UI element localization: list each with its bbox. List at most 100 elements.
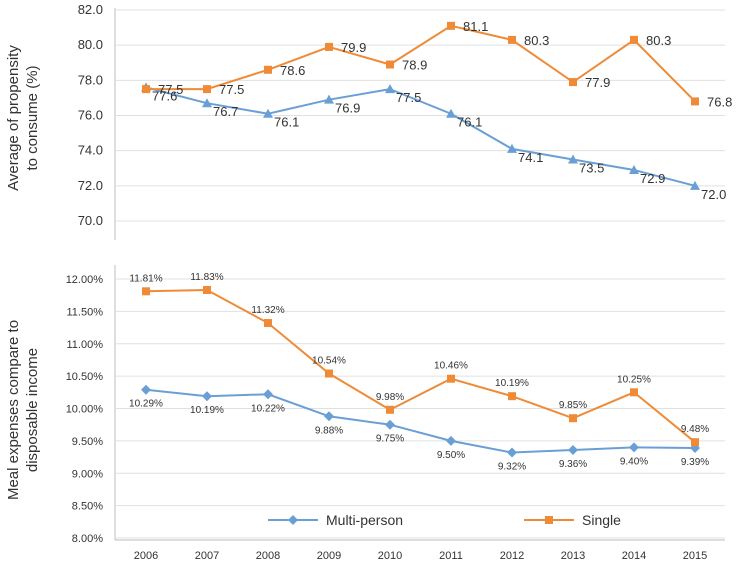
y-tick-label: 12.00% [66,274,104,286]
data-label-single: 9.85% [559,400,587,411]
data-label-single: 11.83% [190,272,223,283]
x-tick-label: 2011 [439,550,463,562]
data-point-single [142,287,150,296]
x-tick-label: 2010 [378,550,402,562]
legend-item-single[interactable]: Single [524,512,621,528]
data-label-multi-person: 76.1 [274,115,299,130]
data-point-multi-person [202,98,212,108]
series-line-multi-person [145,86,696,187]
data-label-multi-person: 9.36% [559,459,587,470]
data-label-multi-person: 72.9 [640,171,665,186]
data-point-single [447,21,455,30]
legend: Multi-person Single [268,512,621,528]
series-line-multi-person [145,388,696,454]
x-tick-label: 2008 [256,550,280,562]
legend-multi-person-marker [288,515,298,525]
data-point-multi-person [507,447,517,458]
y-tick-label: 10.50% [66,371,104,383]
data-point-multi-person [202,391,212,402]
data-point-single [203,286,211,295]
data-point-single [264,65,272,74]
data-point-multi-person [507,143,517,153]
x-tick-label: 2006 [134,550,158,562]
data-point-single [508,35,516,44]
data-point-multi-person [568,154,578,164]
data-point-single [203,85,211,94]
data-point-single [264,319,272,328]
data-label-multi-person: 10.29% [129,399,163,410]
data-label-multi-person: 9.50% [437,450,465,461]
data-label-multi-person: 76.7 [213,104,238,119]
bottom-chart-frame [114,265,725,541]
data-point-multi-person [263,389,273,400]
x-tick-label: 2014 [622,550,646,562]
data-label-multi-person: 9.32% [498,462,526,473]
y-tick-label: 76.0 [78,108,103,123]
data-point-multi-person [690,180,700,190]
data-point-multi-person [324,94,334,104]
data-label-single: 81.1 [463,19,488,34]
y-tick-label: 70.0 [78,213,103,228]
data-label-multi-person: 76.9 [335,101,360,116]
data-label-multi-person: 73.5 [579,160,604,175]
y-tick-label: 8.00% [72,533,103,545]
x-tick-label: 2015 [683,550,707,562]
data-point-multi-person [324,411,334,422]
data-label-multi-person: 9.88% [315,425,343,436]
data-point-single [142,85,150,94]
y-tick-label: 11.00% [67,339,104,351]
x-tick-label: 2007 [195,550,219,562]
y-tick-label: 74.0 [78,143,103,158]
top-y-axis-title-line1: Average of propensity [5,45,22,191]
data-label-multi-person: 76.1 [457,115,482,130]
y-tick-label: 9.50% [72,436,103,448]
data-label-multi-person: 74.1 [518,150,543,165]
data-label-single: 77.5 [158,82,183,97]
data-label-single: 78.9 [402,58,427,73]
data-label-single: 77.9 [585,75,610,90]
x-tick-label: 2009 [317,550,341,562]
data-label-multi-person: 10.22% [251,403,285,414]
x-tick-label: 2013 [561,550,585,562]
data-point-multi-person [385,84,395,94]
series-line-single [146,24,696,103]
data-point-single [691,438,699,447]
data-label-single: 78.6 [280,63,305,78]
data-label-multi-person: 72.0 [701,187,726,202]
data-point-single [325,42,333,51]
data-label-single: 80.3 [646,33,671,48]
data-point-multi-person [568,444,578,455]
data-point-single [691,97,699,106]
data-point-single [447,374,455,383]
y-tick-label: 8.50% [72,501,103,513]
data-label-single: 10.46% [434,361,468,372]
data-point-single [569,414,577,423]
data-label-single: 9.98% [376,392,404,403]
bottom-y-axis-title-line2: disposable income [24,348,41,472]
data-point-single [630,388,638,397]
y-tick-label: 82.0 [78,2,103,17]
data-label-single: 11.32% [251,305,284,316]
top-chart-plot: 70.0 72.0 74.0 76.0 78.0 80.0 82.0 77.6 76.7 76.1… [78,2,733,228]
data-label-single: 11.81% [129,273,162,284]
data-point-single [325,369,333,378]
data-label-multi-person: 9.75% [376,434,404,445]
legend-single-label: Single [582,512,621,528]
data-point-single [630,35,638,44]
legend-single-marker [545,516,553,524]
data-label-single: 80.3 [524,33,549,48]
data-label-single: 10.54% [312,356,346,367]
data-point-single [508,392,516,401]
top-y-axis-title-line2: to consume (%) [24,65,41,170]
data-label-single: 76.8 [707,94,732,109]
data-label-single: 79.9 [341,40,366,55]
data-point-single [569,78,577,87]
data-point-multi-person [385,419,395,430]
data-label-multi-person: 10.19% [190,405,224,416]
data-label-single: 77.5 [219,82,244,97]
y-tick-label: 80.0 [78,37,103,52]
data-label-single: 9.48% [681,424,709,435]
legend-item-multi-person[interactable]: Multi-person [268,512,403,528]
